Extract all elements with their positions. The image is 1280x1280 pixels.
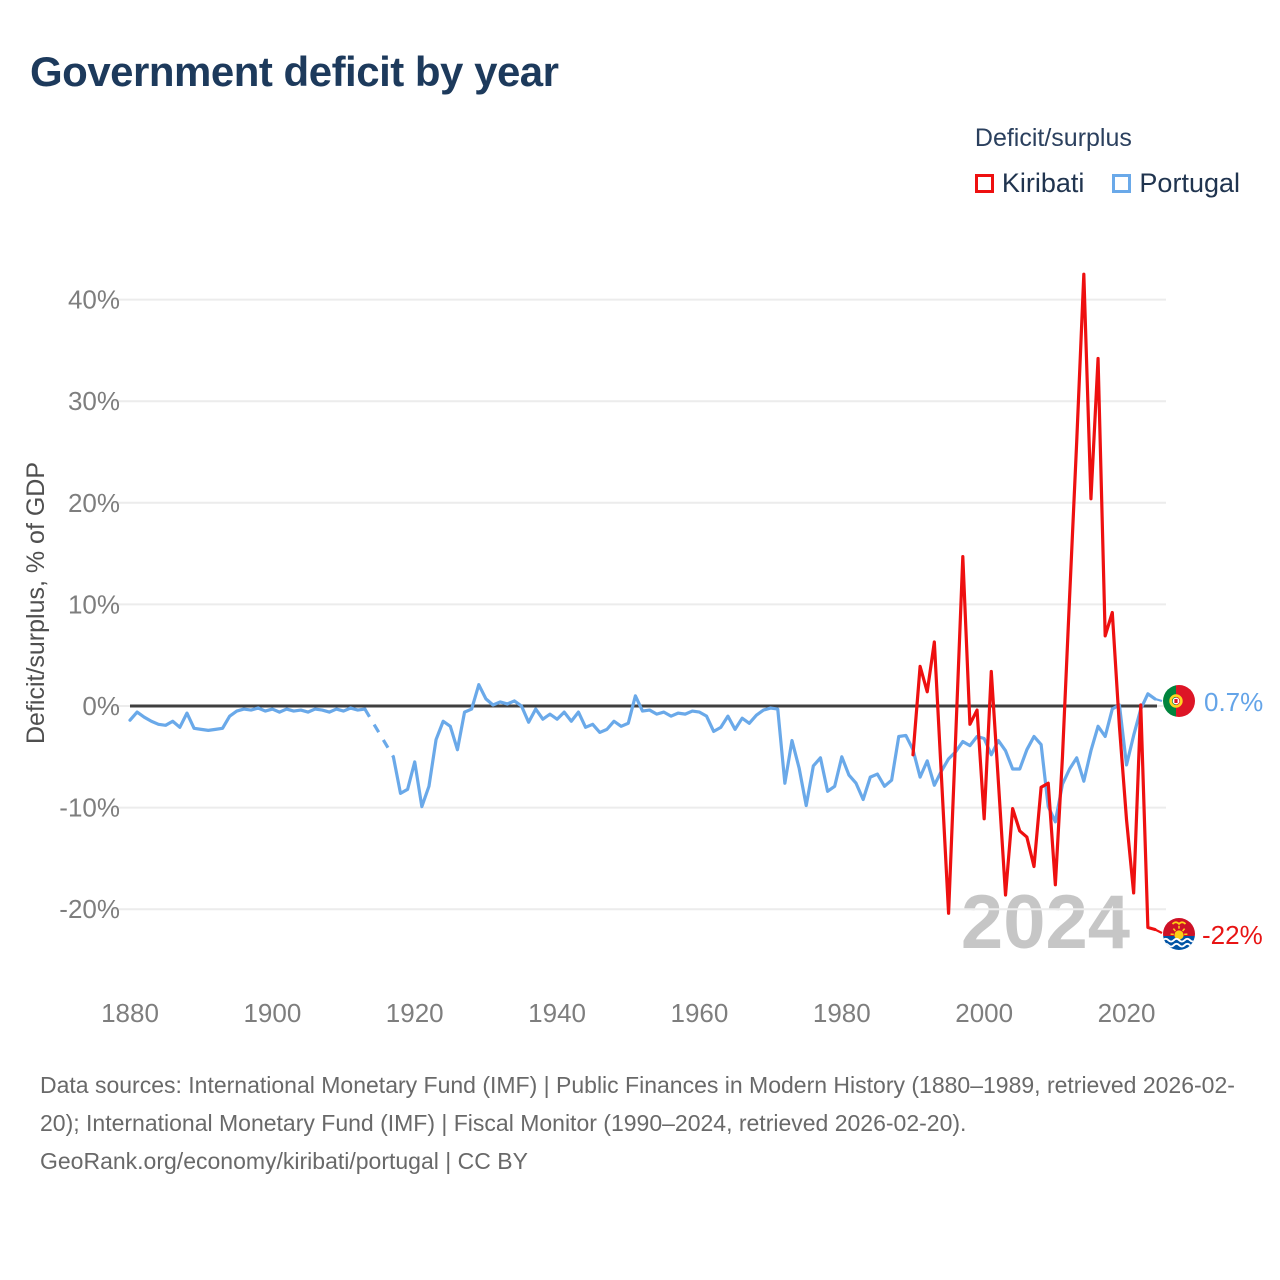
gridlines bbox=[114, 298, 1166, 911]
svg-text:1880: 1880 bbox=[101, 998, 159, 1028]
svg-text:1900: 1900 bbox=[243, 998, 301, 1028]
svg-text:-20%: -20% bbox=[59, 894, 120, 924]
legend-item-portugal-label: Portugal bbox=[1139, 168, 1240, 198]
page-title: Government deficit by year bbox=[30, 48, 559, 95]
data-series bbox=[128, 272, 1157, 932]
svg-text:1960: 1960 bbox=[671, 998, 729, 1028]
kiribati-swatch-icon bbox=[974, 174, 994, 193]
svg-text:1980: 1980 bbox=[813, 998, 871, 1028]
legend: Deficit/surplus Kiribati Portugal bbox=[974, 124, 1240, 199]
svg-text:1940: 1940 bbox=[528, 998, 586, 1028]
svg-text:2020: 2020 bbox=[1098, 998, 1156, 1028]
y-axis-title: Deficit/surplus, % of GDP bbox=[22, 462, 50, 744]
legend-item-kiribati[interactable]: Kiribati bbox=[974, 168, 1085, 199]
endpoint-leaders bbox=[1154, 697, 1163, 934]
data-sources-note: Data sources: International Monetary Fun… bbox=[40, 1072, 1235, 1136]
svg-text:0%: 0% bbox=[82, 691, 120, 721]
svg-text:-10%: -10% bbox=[59, 793, 120, 823]
legend-item-kiribati-label: Kiribati bbox=[1001, 168, 1085, 198]
kiribati-end-value: -22% bbox=[1202, 920, 1263, 950]
svg-text:2000: 2000 bbox=[955, 998, 1013, 1028]
axis-tick-labels: 40% 30% 20% 10% 0% -10% -20% 1880 1900 1920 1940 19… bbox=[59, 285, 1155, 1028]
portugal-flag-icon bbox=[1163, 685, 1195, 717]
attribution-link[interactable]: GeoRank.org/economy/kiribati/portugal | … bbox=[40, 1148, 528, 1174]
svg-text:20%: 20% bbox=[68, 488, 120, 518]
svg-text:30%: 30% bbox=[68, 386, 120, 416]
svg-text:1920: 1920 bbox=[386, 998, 444, 1028]
svg-text:40%: 40% bbox=[68, 285, 120, 315]
kiribati-flag-icon bbox=[1163, 918, 1195, 950]
footer: Data sources: International Monetary Fun… bbox=[40, 1066, 1238, 1180]
portugal-end-value: 0.7% bbox=[1204, 687, 1263, 717]
portugal-swatch-icon bbox=[1112, 174, 1132, 193]
svg-text:10%: 10% bbox=[68, 589, 120, 619]
legend-title: Deficit/surplus bbox=[974, 124, 1132, 152]
legend-item-portugal[interactable]: Portugal bbox=[1112, 168, 1240, 199]
watermark-year: 2024 bbox=[961, 880, 1130, 965]
